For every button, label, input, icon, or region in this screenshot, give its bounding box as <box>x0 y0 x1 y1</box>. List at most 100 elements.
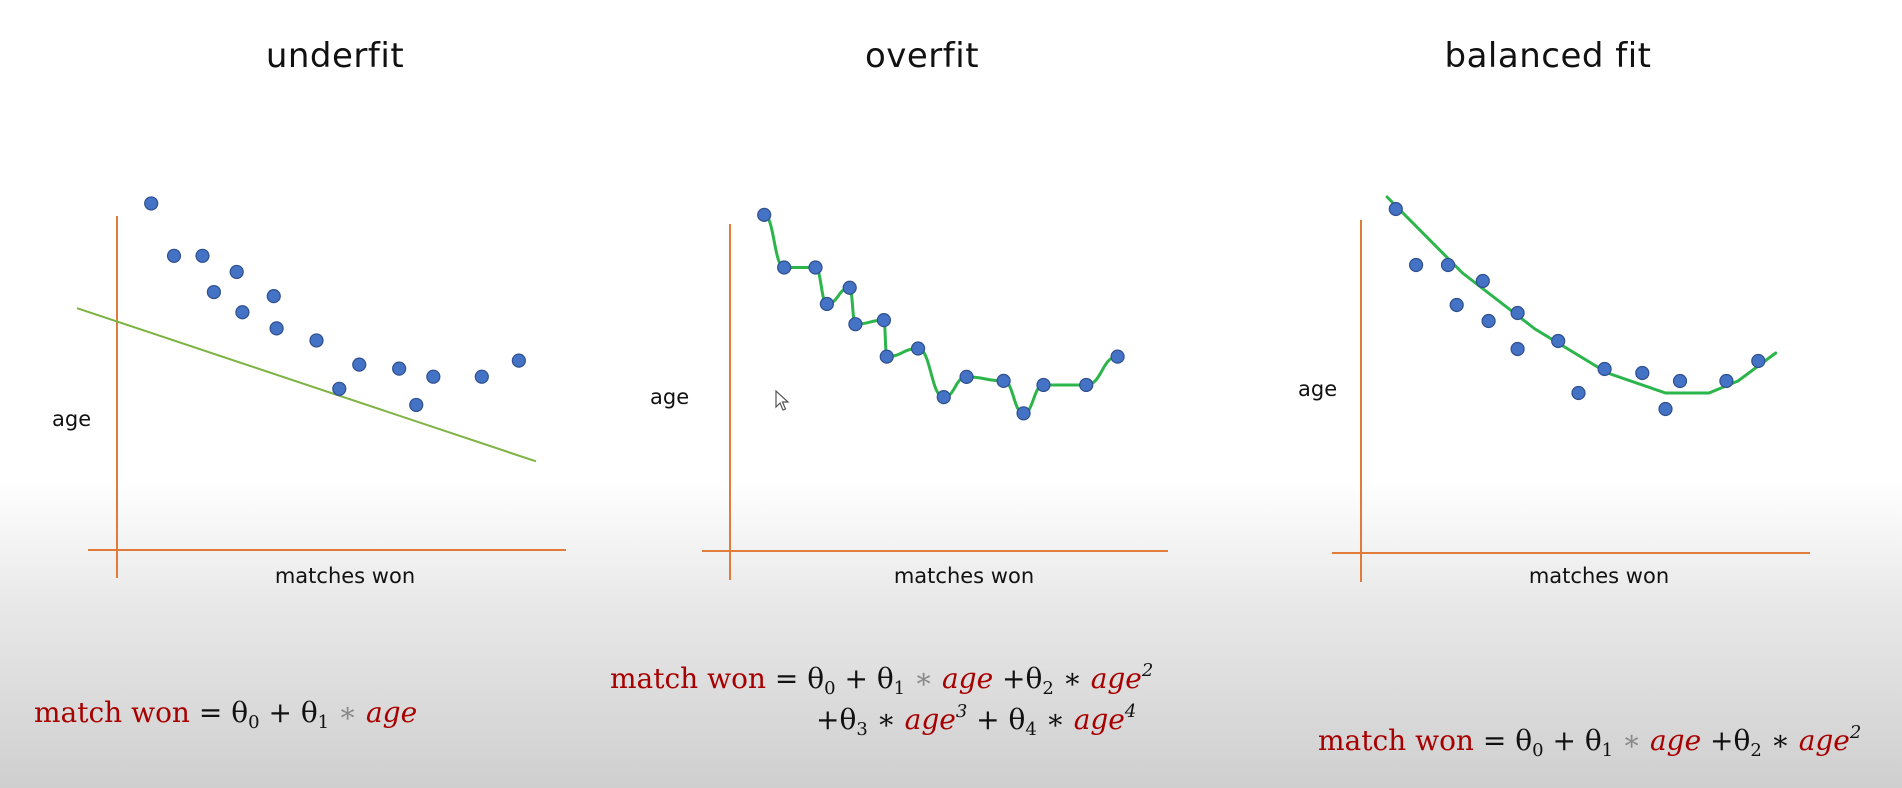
formula-term: age <box>1649 724 1702 757</box>
formula-subscript: 0 <box>1532 740 1544 761</box>
data-point <box>1388 201 1403 217</box>
formula-term: age2 <box>1090 660 1154 695</box>
fit-curve <box>1385 195 1778 395</box>
formula-term: θ1 <box>300 696 330 733</box>
data-point <box>1409 257 1424 273</box>
panel-title: underfit <box>265 36 405 76</box>
data-point <box>1110 349 1125 364</box>
panel-underfit: underfit age matches won match won = θ0 +… <box>0 0 634 788</box>
data-point <box>206 284 221 300</box>
formula-lhs: match won <box>610 662 766 695</box>
data-point <box>392 361 407 376</box>
formula-term: ∗ <box>1053 662 1091 695</box>
data-point <box>144 196 159 211</box>
data-point <box>842 280 857 295</box>
data-point <box>409 397 424 413</box>
formula-term: θ2 <box>1025 662 1054 699</box>
data-point <box>474 369 489 384</box>
formula-subscript: 1 <box>1601 740 1614 761</box>
panel-title: overfit <box>864 36 980 76</box>
formula-superscript: 2 <box>1141 660 1154 681</box>
data-point <box>911 341 926 356</box>
formula-term: age <box>365 696 418 729</box>
data-point <box>1719 373 1734 389</box>
formula-term: ∗ <box>1613 724 1650 757</box>
formula-term: ∗ <box>1761 724 1799 757</box>
data-point <box>959 369 974 384</box>
formula-term: + <box>967 703 1009 736</box>
data-point <box>229 264 244 280</box>
y-axis-label: age <box>1298 377 1337 401</box>
formula-line: match won = θ0 + θ1 ∗ age +θ2 ∗ age2 <box>610 660 1153 699</box>
formula-subscript: 0 <box>824 678 836 699</box>
formula-term: θ3 <box>839 703 868 740</box>
mouse-cursor-icon <box>775 390 790 411</box>
data-point <box>511 353 526 368</box>
formula-term: θ4 <box>1008 703 1037 740</box>
data-point <box>808 260 823 275</box>
data-point <box>848 317 863 332</box>
data-point <box>1635 365 1650 381</box>
data-point <box>1440 257 1456 273</box>
formula-term: θ0 <box>807 662 836 699</box>
formula-term: + <box>259 696 301 729</box>
formula-term: age <box>941 662 994 695</box>
data-point <box>996 373 1011 388</box>
data-point <box>777 260 792 275</box>
formula-term: age2 <box>1798 722 1862 757</box>
formula-subscript: 2 <box>1750 740 1762 761</box>
formula-line: match won = θ0 + θ1 ∗ age <box>34 696 417 733</box>
formula-subscript: 2 <box>1042 678 1054 699</box>
data-point <box>1597 361 1612 377</box>
panel-overfit: overfit age matches won match won = θ0 + … <box>610 0 1268 788</box>
data-point <box>936 390 951 405</box>
data-point <box>235 305 250 320</box>
formula-superscript: 3 <box>955 701 968 722</box>
data-point <box>266 289 281 304</box>
formula-term: θ0 <box>1515 724 1544 761</box>
scatter-plot-underfit: age matches won <box>52 196 566 588</box>
data-point <box>1036 377 1051 393</box>
formula-subscript: 1 <box>317 712 330 733</box>
data-point <box>1672 373 1688 389</box>
formula-lhs: match won <box>1318 724 1474 757</box>
data-point <box>195 248 210 263</box>
formula-line: match won = θ0 + θ1 ∗ age +θ2 ∗ age2 <box>1318 722 1861 761</box>
data-point <box>1510 341 1525 357</box>
data-point <box>879 349 894 364</box>
formula-term: + <box>1543 724 1585 757</box>
formula-line: +θ3 ∗ age3 + θ4 ∗ age4 <box>610 701 1153 740</box>
panel-balanced-fit: balanced fit age matches won match won = … <box>1268 0 1902 788</box>
formula-subscript: 4 <box>1025 719 1037 740</box>
data-point <box>1551 333 1566 349</box>
scatter-plot-overfit: age matches won <box>650 207 1168 588</box>
formula-term: ∗ <box>867 703 905 736</box>
data-point <box>1475 273 1490 289</box>
data-point <box>757 207 772 222</box>
formula-term: age3 <box>904 701 968 736</box>
y-axis-label: age <box>52 407 91 431</box>
formula-equals: = <box>1473 724 1516 757</box>
data-point <box>1079 377 1094 393</box>
data-point <box>1510 305 1525 321</box>
formula-overfit: match won = θ0 + θ1 ∗ age +θ2 ∗ age2 +θ3 … <box>610 660 1153 740</box>
data-point <box>1481 313 1496 329</box>
formula-term: ∗ <box>329 696 366 729</box>
data-point <box>332 381 347 396</box>
fit-curve <box>763 213 1118 415</box>
formula-superscript: 2 <box>1849 722 1862 743</box>
fit-line <box>76 307 537 463</box>
data-point <box>819 296 834 312</box>
formula-superscript: 4 <box>1124 701 1137 722</box>
formula-term: ∗ <box>905 662 942 695</box>
scatter-plot-balanced-fit: age matches won <box>1298 195 1810 588</box>
data-point <box>1751 353 1766 369</box>
data-point <box>1016 406 1031 421</box>
data-point <box>269 321 284 336</box>
x-axis-label: matches won <box>1529 564 1669 588</box>
data-point <box>426 369 441 384</box>
formula-underfit: match won = θ0 + θ1 ∗ age <box>34 696 417 733</box>
formula-term: + <box>816 703 840 736</box>
data-point <box>166 248 182 263</box>
formula-subscript: 0 <box>248 712 260 733</box>
